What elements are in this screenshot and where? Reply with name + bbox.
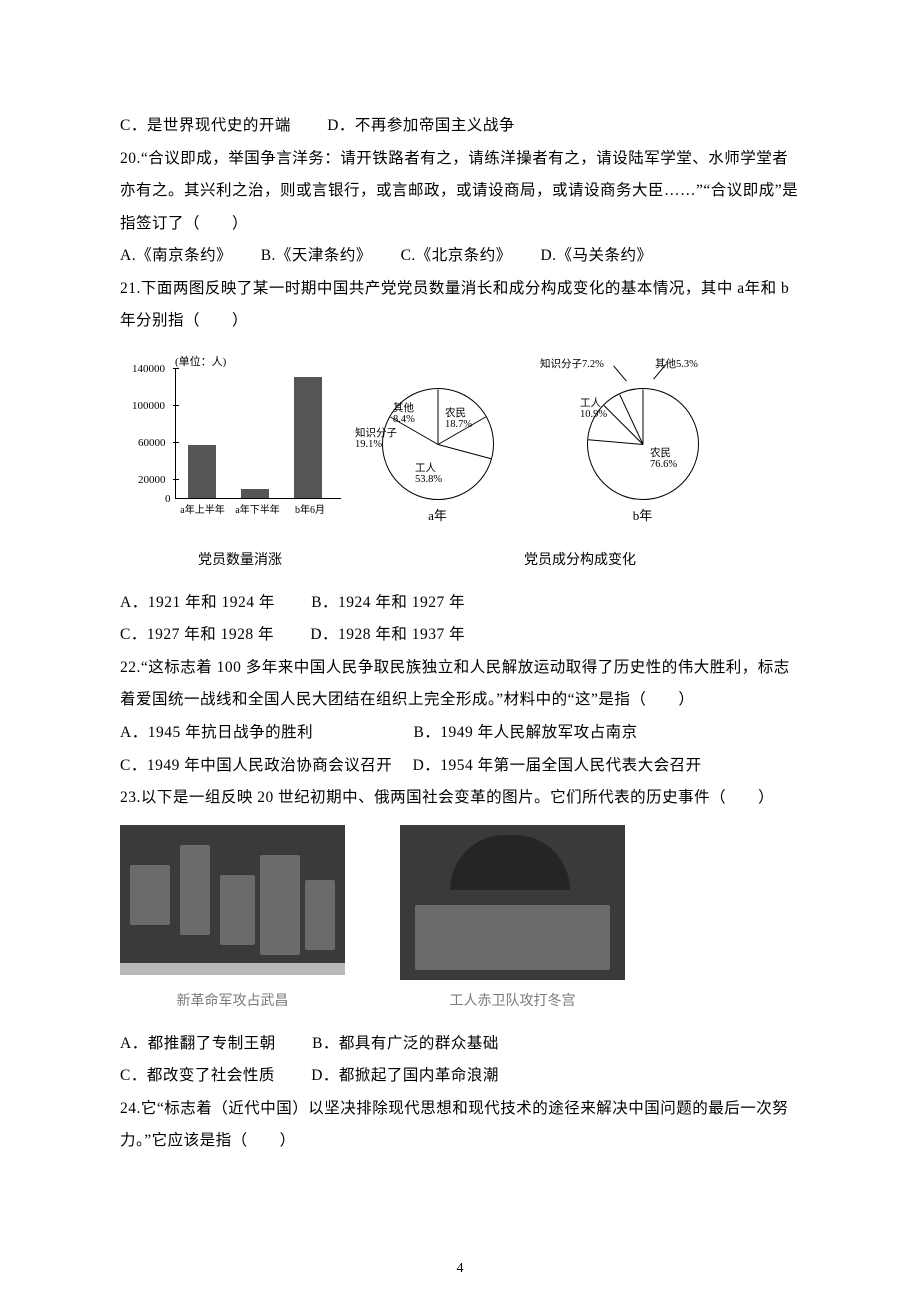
- q21-options-line1: A．1921 年和 1924 年 B．1924 年和 1927 年: [120, 587, 800, 620]
- photo-caption-right: 工人赤卫队攻打冬宫: [400, 990, 625, 1010]
- page-number: 4: [0, 1261, 920, 1277]
- q23-option-d: D．都掀起了国内革命浪潮: [311, 1067, 499, 1084]
- q23-stem: 23.以下是一组反映 20 世纪初期中、俄两国社会变革的图片。它们所代表的历史事…: [120, 782, 800, 815]
- pie-a-worker: 工人53.8%: [415, 463, 442, 486]
- q23-photo-row: [120, 825, 800, 980]
- q24-stem: 24.它“标志着（近代中国）以坚决排除现代思想和现代技术的途径来解决中国问题的最…: [120, 1093, 800, 1158]
- q21-figure-row: (单位：人) 140000 100000 60000 20000 0 a年上半年…: [120, 353, 800, 543]
- q22-option-d: D．1954 年第一届全国人民代表大会召开: [413, 757, 702, 774]
- bar-ylabel-0: 140000: [132, 363, 165, 375]
- bar-xlabel-0: a年上半年: [175, 501, 230, 516]
- q21-option-d: D．1928 年和 1937 年: [310, 626, 465, 643]
- bar-chart-caption: 党员数量消涨: [120, 549, 360, 569]
- pie-b: 知识分子7.2% 其他5.3% 工人10.9% 农民76.6% b年: [560, 353, 725, 533]
- q23-option-a: A．都推翻了专制王朝: [120, 1035, 276, 1052]
- q19-option-d: D．不再参加帝国主义战争: [327, 117, 515, 134]
- q21-stem: 21.下面两图反映了某一时期中国共产党党员数量消长和成分构成变化的基本情况，其中…: [120, 273, 800, 338]
- q22-option-b: B．1949 年人民解放军攻占南京: [413, 724, 637, 741]
- q21-option-a: A．1921 年和 1924 年: [120, 594, 275, 611]
- bar-ylabel-3: 20000: [138, 474, 166, 486]
- pie-b-worker: 工人10.9%: [580, 398, 607, 421]
- q21-chart-captions: 党员数量消涨 党员成分构成变化: [120, 549, 800, 569]
- q22-options-line2: C．1949 年中国人民政治协商会议召开 D．1954 年第一届全国人民代表大会…: [120, 750, 800, 783]
- pie-a-other: 其他8.4%: [393, 403, 415, 426]
- q22-option-a: A．1945 年抗日战争的胜利: [120, 724, 313, 741]
- q22-options-line1: A．1945 年抗日战争的胜利 B．1949 年人民解放军攻占南京: [120, 717, 800, 750]
- bar-1: [241, 489, 269, 498]
- pie-group-caption: 党员成分构成变化: [360, 549, 800, 569]
- q20-options: A.《南京条约》 B.《天津条约》 C.《北京条约》 D.《马关条约》: [120, 240, 800, 273]
- q23-options-line2: C．都改变了社会性质 D．都掀起了国内革命浪潮: [120, 1060, 800, 1093]
- q20-option-d: D.《马关条约》: [540, 247, 652, 264]
- q23-photo-captions: 新革命军攻占武昌 工人赤卫队攻打冬宫: [120, 990, 800, 1010]
- bar-chart-axes: [175, 368, 341, 499]
- pie-b-intellectual: 知识分子7.2%: [540, 356, 604, 371]
- pie-b-caption: b年: [560, 505, 725, 524]
- q23-option-c: C．都改变了社会性质: [120, 1067, 275, 1084]
- pie-a-peasant: 农民18.7%: [445, 408, 472, 431]
- bar-0: [188, 445, 216, 498]
- bar-ylabel-2: 60000: [138, 437, 166, 449]
- q20-option-b: B.《天津条约》: [261, 247, 364, 264]
- q22-option-c: C．1949 年中国人民政治协商会议召开: [120, 757, 392, 774]
- bar-chart: (单位：人) 140000 100000 60000 20000 0 a年上半年…: [120, 353, 345, 543]
- photo-winter-palace: [400, 825, 625, 980]
- pie-a-caption: a年: [355, 505, 520, 524]
- q20-stem: 20.“合议即成，举国争言洋务：请开铁路者有之，请练洋操者有之，请设陆军学堂、水…: [120, 143, 800, 241]
- q21-option-c: C．1927 年和 1928 年: [120, 626, 274, 643]
- bar-ylabel-1: 100000: [132, 400, 165, 412]
- pie-b-peasant: 农民76.6%: [650, 448, 677, 471]
- bar-chart-unit: (单位：人): [175, 353, 226, 369]
- q23-option-b: B．都具有广泛的群众基础: [312, 1035, 499, 1052]
- q21-options-line2: C．1927 年和 1928 年 D．1928 年和 1937 年: [120, 619, 800, 652]
- pie-a: 其他8.4% 知识分子19.1% 工人53.8% 农民18.7% a年: [355, 353, 520, 533]
- q23-options-line1: A．都推翻了专制王朝 B．都具有广泛的群众基础: [120, 1028, 800, 1061]
- pie-a-intellectual: 知识分子19.1%: [355, 428, 397, 451]
- bar-xlabel-2: b年6月: [285, 501, 335, 516]
- bar-xlabel-1: a年下半年: [230, 501, 285, 516]
- q20-option-a: A.《南京条约》: [120, 247, 224, 264]
- q19-options-line: C．是世界现代史的开端 D．不再参加帝国主义战争: [120, 110, 800, 143]
- q21-option-b: B．1924 年和 1927 年: [311, 594, 465, 611]
- pie-charts-group: 其他8.4% 知识分子19.1% 工人53.8% 农民18.7% a年 知识分子…: [355, 353, 725, 533]
- q19-option-c: C．是世界现代史的开端: [120, 117, 291, 134]
- photo-caption-left: 新革命军攻占武昌: [120, 990, 345, 1010]
- document-page: C．是世界现代史的开端 D．不再参加帝国主义战争 20.“合议即成，举国争言洋务…: [0, 0, 920, 1302]
- q20-option-c: C.《北京条约》: [401, 247, 504, 264]
- photo-wuchang: [120, 825, 345, 975]
- q22-stem: 22.“这标志着 100 多年来中国人民争取民族独立和人民解放运动取得了历史性的…: [120, 652, 800, 717]
- bar-ylabel-4: 0: [165, 493, 171, 505]
- bar-2: [294, 377, 322, 498]
